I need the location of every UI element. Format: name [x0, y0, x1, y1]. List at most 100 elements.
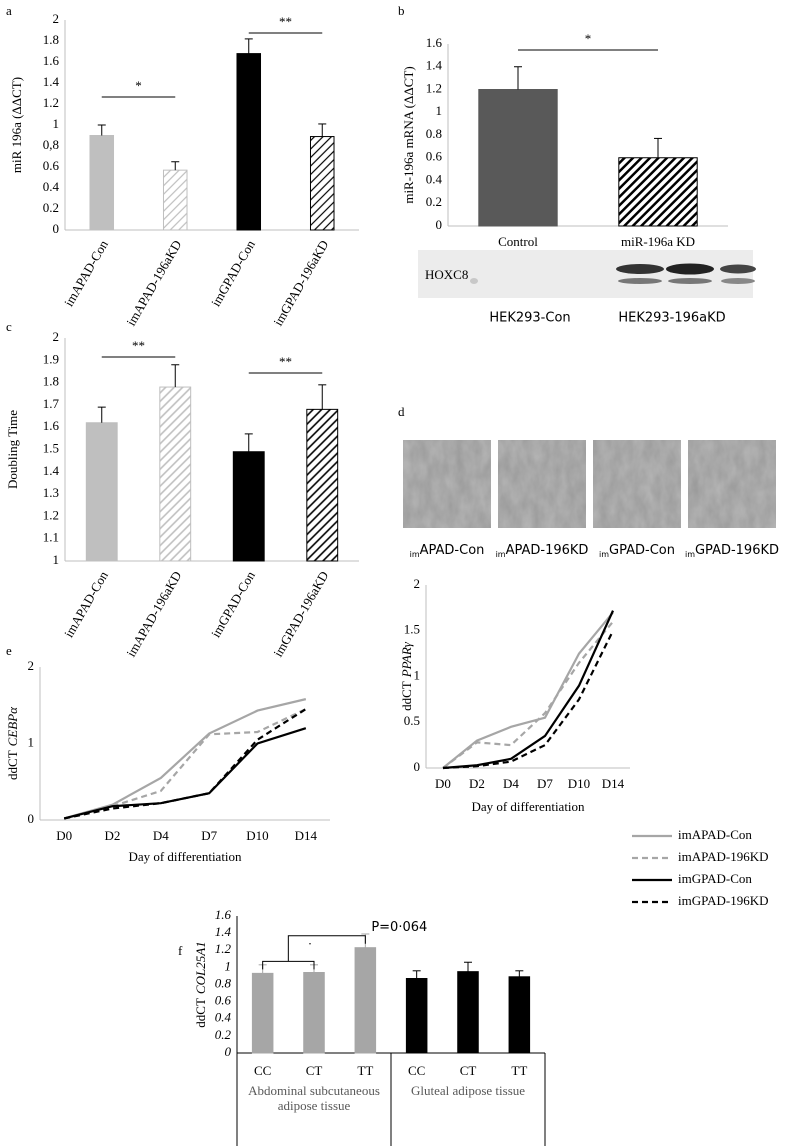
x-tick-label: D10	[568, 776, 590, 791]
significance-label: *	[135, 78, 142, 93]
y-tick-label: 1.4	[43, 463, 60, 478]
group-box: Abdominal subcutaneous adipose tissue	[248, 1083, 380, 1113]
y-axis-label: ddCT CEBPα	[5, 706, 20, 780]
y-tick-label: 0.6	[215, 993, 232, 1008]
x-axis-label: Day of differentiation	[471, 799, 585, 814]
x-tick-label: imAPAD-Con	[61, 568, 111, 640]
line-series	[442, 630, 614, 770]
blot-protein: HOXC8	[425, 267, 468, 282]
bar	[405, 978, 428, 1054]
y-axis-label: miR 196a (ΔΔCT)	[9, 77, 24, 173]
image-label-text: GPAD-Con	[609, 543, 675, 558]
bar	[159, 386, 192, 562]
x-tick-label: D7	[537, 776, 553, 791]
y-tick-label: 0.4	[426, 171, 443, 186]
bar	[251, 972, 274, 1054]
line-series	[63, 708, 307, 820]
x-tick-label: D4	[153, 828, 169, 843]
y-tick-label: 0,8	[43, 137, 59, 152]
image-label: imGPAD-196KD	[685, 543, 779, 559]
x-tick-label: miR-196a KD	[621, 234, 695, 249]
y-tick-label: 0	[436, 217, 443, 232]
x-tick-label: CT	[306, 1063, 323, 1078]
y-tick-label: 1.9	[43, 351, 59, 366]
bar	[618, 157, 698, 227]
y-tick-label: 1.5	[404, 622, 420, 637]
image-label: imAPAD-Con	[410, 543, 485, 559]
x-tick-label: D14	[295, 828, 318, 843]
significance-label: **	[132, 338, 145, 353]
western-blot	[418, 250, 756, 298]
x-tick-label: TT	[511, 1063, 527, 1078]
y-axis-label: ddCT PPARγ	[399, 641, 414, 711]
image-label-text: APAD-196KD	[506, 543, 589, 558]
panel-label: c	[6, 319, 12, 334]
image-label: imAPAD-196KD	[496, 543, 589, 559]
bar	[478, 89, 558, 227]
y-tick-label: 0.5	[404, 713, 420, 728]
cell-image-texture	[688, 440, 776, 528]
bar	[162, 169, 188, 231]
group-label: Gluteal adipose tissue	[410, 1083, 526, 1098]
y-tick-label: 2	[53, 11, 60, 26]
y-axis-label: ddCT COL25A1	[193, 941, 208, 1027]
x-tick-label: D10	[246, 828, 268, 843]
bar	[306, 408, 339, 562]
x-tick-label: imGPAD-Con	[208, 568, 258, 640]
y-axis-label: Doubling Time	[5, 410, 20, 489]
y-tick-label: 1.2	[43, 507, 59, 522]
x-tick-label: imGPAD-196aKD	[270, 237, 331, 328]
y-tick-label: 1.6	[215, 907, 232, 922]
y-tick-label: 0.2	[215, 1027, 232, 1042]
y-tick-label: 1.3	[43, 485, 59, 500]
x-tick-label: D2	[469, 776, 485, 791]
significance-label: *	[585, 31, 592, 46]
cell-image-texture	[593, 440, 681, 528]
bar	[232, 451, 265, 562]
line-series	[63, 698, 307, 820]
x-tick-label: CC	[408, 1063, 425, 1078]
y-tick-label: 0.2	[426, 194, 442, 209]
x-tick-label: D0	[56, 828, 72, 843]
y-tick-label: 1	[28, 734, 35, 749]
y-tick-label: 1	[414, 667, 421, 682]
image-label-text: GPAD-196KD	[695, 543, 779, 558]
y-tick-label: 1.5	[43, 440, 59, 455]
line-series	[63, 727, 307, 820]
line-series	[63, 708, 307, 820]
y-tick-label: 1	[225, 958, 232, 973]
y-tick-label: 1.4	[426, 58, 443, 73]
y-tick-label: 0	[28, 811, 35, 826]
x-tick-label: imAPAD-Con	[61, 237, 111, 309]
x-tick-label: D2	[105, 828, 121, 843]
annotation: P=0·064	[371, 920, 427, 935]
bar	[303, 972, 325, 1054]
bar	[508, 976, 531, 1054]
x-tick-label: D0	[435, 776, 451, 791]
x-tick-label: CT	[460, 1063, 477, 1078]
group-label: Abdominal subcutaneous adipose tissue	[248, 1083, 380, 1113]
y-tick-label: 1.7	[43, 396, 60, 411]
bar	[309, 136, 335, 231]
y-tick-label: 1.2	[43, 95, 59, 110]
y-tick-label: 0.2	[43, 200, 59, 215]
legend-label: imGPAD-196KD	[678, 893, 769, 908]
y-tick-label: 0.8	[426, 126, 442, 141]
blot-lane-label: HEK293-196aKD	[618, 311, 725, 326]
y-tick-label: 0	[53, 221, 60, 236]
panel-label: f	[178, 943, 183, 958]
x-tick-label: D7	[201, 828, 217, 843]
y-tick-label: 1.8	[43, 32, 59, 47]
x-tick-label: D14	[602, 776, 625, 791]
image-label-sub: im	[685, 550, 695, 559]
bar	[85, 422, 118, 562]
line-series	[442, 610, 615, 770]
y-axis-label: miR-196a mRNA (ΔΔCT)	[401, 66, 416, 203]
x-tick-label: imGPAD-196aKD	[270, 568, 331, 659]
y-tick-label: 1.2	[215, 941, 232, 956]
image-label-sub: im	[496, 550, 506, 559]
bracket	[287, 935, 366, 962]
y-axis-label-italic: COL25A1	[193, 941, 208, 994]
y-tick-label: 0.4	[215, 1010, 232, 1025]
y-tick-label: 0	[414, 759, 421, 774]
